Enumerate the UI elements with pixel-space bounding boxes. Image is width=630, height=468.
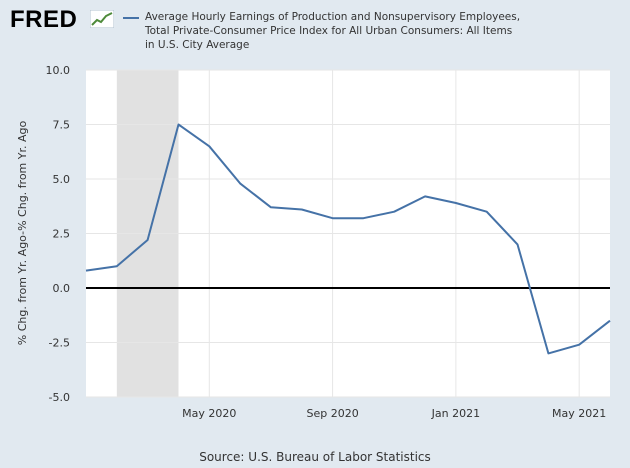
series-line	[85, 123, 611, 355]
x-tick-label: May 2021	[552, 407, 606, 420]
y-tick-label: 2.5	[53, 228, 71, 241]
y-axis-label: % Chg. from Yr. Ago-% Chg. from Yr. Ago	[16, 121, 29, 346]
y-tick-label: -2.5	[49, 337, 70, 350]
y-tick-label: 5.0	[53, 173, 71, 186]
fred-logo[interactable]: FRED	[10, 6, 78, 33]
x-tick-label: Sep 2020	[306, 407, 358, 420]
y-tick-label: -5.0	[49, 391, 70, 404]
x-tick-label: Jan 2021	[431, 407, 480, 420]
legend-entry: Average Hourly Earnings of Production an…	[145, 11, 521, 51]
source-note: Source: U.S. Bureau of Labor Statistics	[199, 450, 431, 464]
y-tick-label: 10.0	[46, 64, 71, 77]
y-tick-label: 0.0	[53, 282, 71, 295]
y-tick-label: 7.5	[53, 119, 71, 132]
x-tick-label: May 2020	[182, 407, 236, 420]
fred-graph-icon	[90, 10, 114, 28]
chart-header: FRED Average Hourly Earnings of Producti…	[0, 0, 630, 60]
legend-swatch	[123, 17, 139, 19]
